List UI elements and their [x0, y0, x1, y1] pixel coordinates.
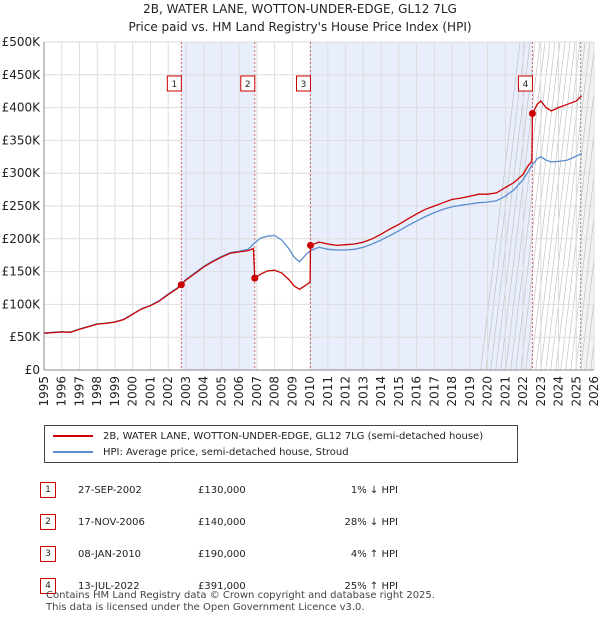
- x-tick-label: 2021: [498, 376, 512, 407]
- y-tick-label: £100K: [2, 297, 42, 311]
- sale-hpi-diff: 28% ↓ HPI: [344, 516, 398, 528]
- sale-label-box: [240, 75, 256, 92]
- y-tick-label: £400K: [2, 101, 42, 115]
- y-tick-label: £450K: [2, 68, 42, 82]
- table-row: 4 13-JUL-2022 £391,000 25% ↑ HPI: [40, 570, 398, 602]
- x-tick-label: 2004: [197, 376, 211, 407]
- sale-hpi-diff: 4% ↑ HPI: [350, 548, 398, 560]
- x-tick-label: 2005: [214, 376, 228, 407]
- chart-subtitle: Price paid vs. HM Land Registry's House …: [128, 20, 472, 34]
- footer-copyright: Contains HM Land Registry data © Crown c…: [46, 590, 435, 601]
- x-tick-label: 2010: [303, 376, 317, 407]
- x-tick-label: 2025: [569, 376, 583, 407]
- x-tick-label: 2023: [534, 376, 548, 407]
- x-tick-label: 2026: [587, 376, 600, 407]
- x-tick-label: 1996: [55, 376, 69, 407]
- legend-label-property: 2B, WATER LANE, WOTTON-UNDER-EDGE, GL12 …: [103, 430, 484, 442]
- y-tick-label: £250K: [2, 199, 42, 213]
- legend-entry-property: 2B, WATER LANE, WOTTON-UNDER-EDGE, GL12 …: [53, 429, 483, 443]
- x-tick-label: 1999: [108, 376, 122, 407]
- x-tick-label: 2006: [232, 376, 246, 407]
- sales-table: 1 27-SEP-2002 £130,000 1% ↓ HPI 2 17-NOV…: [40, 474, 398, 602]
- x-tick-label: 2008: [268, 376, 282, 407]
- sale-number-badge: 3: [40, 546, 56, 562]
- footer-license: This data is licensed under the Open Gov…: [46, 602, 365, 613]
- table-row: 1 27-SEP-2002 £130,000 1% ↓ HPI: [40, 474, 398, 506]
- x-tick-label: 2020: [481, 376, 495, 407]
- series-line: [43, 95, 583, 334]
- x-tick-label: 2015: [392, 376, 406, 407]
- x-tick-label: 2002: [161, 376, 175, 407]
- x-tick-label: 2009: [285, 376, 299, 407]
- sale-date: 08-JAN-2010: [78, 548, 142, 560]
- x-tick-label: 1995: [37, 376, 51, 407]
- x-tick-label: 2000: [126, 376, 140, 407]
- right-margin: [594, 0, 600, 420]
- x-tick-label: 2024: [552, 376, 566, 407]
- sale-number-badge: 2: [40, 514, 56, 530]
- x-tick-label: 2014: [374, 376, 388, 407]
- chart-title: 2B, WATER LANE, WOTTON-UNDER-EDGE, GL12 …: [143, 2, 457, 16]
- table-row: 2 17-NOV-2006 £140,000 28% ↓ HPI: [40, 506, 398, 538]
- sale-hpi-diff: 1% ↓ HPI: [350, 484, 398, 496]
- sale-label-box: [295, 75, 311, 92]
- x-tick-label: 2018: [445, 376, 459, 407]
- sale-price: £391,000: [198, 580, 246, 592]
- forecast-hatch-line: [580, 206, 600, 371]
- x-tick-label: 2016: [410, 376, 424, 407]
- x-tick-label: 2012: [339, 376, 353, 407]
- sale-price: £130,000: [198, 484, 246, 496]
- y-tick-label: £350K: [2, 133, 42, 147]
- sale-label-text: 1: [171, 80, 177, 90]
- sale-number-badge: 4: [40, 578, 56, 594]
- sale-point: [251, 274, 259, 282]
- x-tick-label: 1998: [90, 376, 104, 407]
- x-tick-label: 2007: [250, 376, 264, 407]
- legend-label-hpi: HPI: Average price, semi-detached house,…: [103, 446, 349, 458]
- sale-label-box: [166, 75, 182, 92]
- y-tick-label: £150K: [2, 265, 42, 279]
- y-tick-label: £500K: [2, 35, 42, 49]
- sale-date: 17-NOV-2006: [78, 516, 145, 528]
- sale-price: £190,000: [198, 548, 246, 560]
- chart-legend: 2B, WATER LANE, WOTTON-UNDER-EDGE, GL12 …: [44, 425, 518, 463]
- x-tick-label: 2022: [516, 376, 530, 407]
- legend-swatch-hpi: [53, 451, 93, 453]
- forecast-hatch-line: [585, 248, 600, 371]
- sale-number-badge: 1: [40, 482, 56, 498]
- y-tick-label: £0: [25, 363, 40, 377]
- x-tick-label: 2019: [463, 376, 477, 407]
- y-tick-label: £300K: [2, 166, 42, 180]
- sale-label-box: [517, 75, 533, 92]
- x-tick-label: 2011: [321, 376, 335, 407]
- x-tick-label: 2001: [143, 376, 157, 407]
- y-tick-label: £200K: [2, 232, 42, 246]
- x-tick-label: 2013: [356, 376, 370, 407]
- footer-attribution: Contains HM Land Registry data © Crown c…: [46, 590, 435, 614]
- table-row: 3 08-JAN-2010 £190,000 4% ↑ HPI: [40, 538, 398, 570]
- sale-label-text: 2: [245, 80, 251, 90]
- sale-point: [528, 110, 536, 118]
- x-tick-label: 2017: [427, 376, 441, 407]
- price-chart: 1 2 3 4 £0 £50K £100K £150K £200K £250K £300K £350K…: [1, 0, 600, 420]
- legend-swatch-property: [53, 435, 93, 437]
- y-tick-label: £50K: [9, 330, 41, 344]
- sale-price: £140,000: [198, 516, 246, 528]
- sale-label-text: 4: [523, 80, 529, 90]
- sale-label-text: 3: [301, 80, 307, 90]
- sale-date: 27-SEP-2002: [78, 484, 142, 496]
- x-tick-label: 1997: [72, 376, 86, 407]
- x-tick-label: 2003: [179, 376, 193, 407]
- sale-point: [177, 281, 185, 289]
- sale-point: [306, 241, 314, 249]
- legend-entry-hpi: HPI: Average price, semi-detached house,…: [53, 445, 349, 459]
- sale-date: 13-JUL-2022: [78, 580, 140, 592]
- sale-hpi-diff: 25% ↑ HPI: [344, 580, 398, 592]
